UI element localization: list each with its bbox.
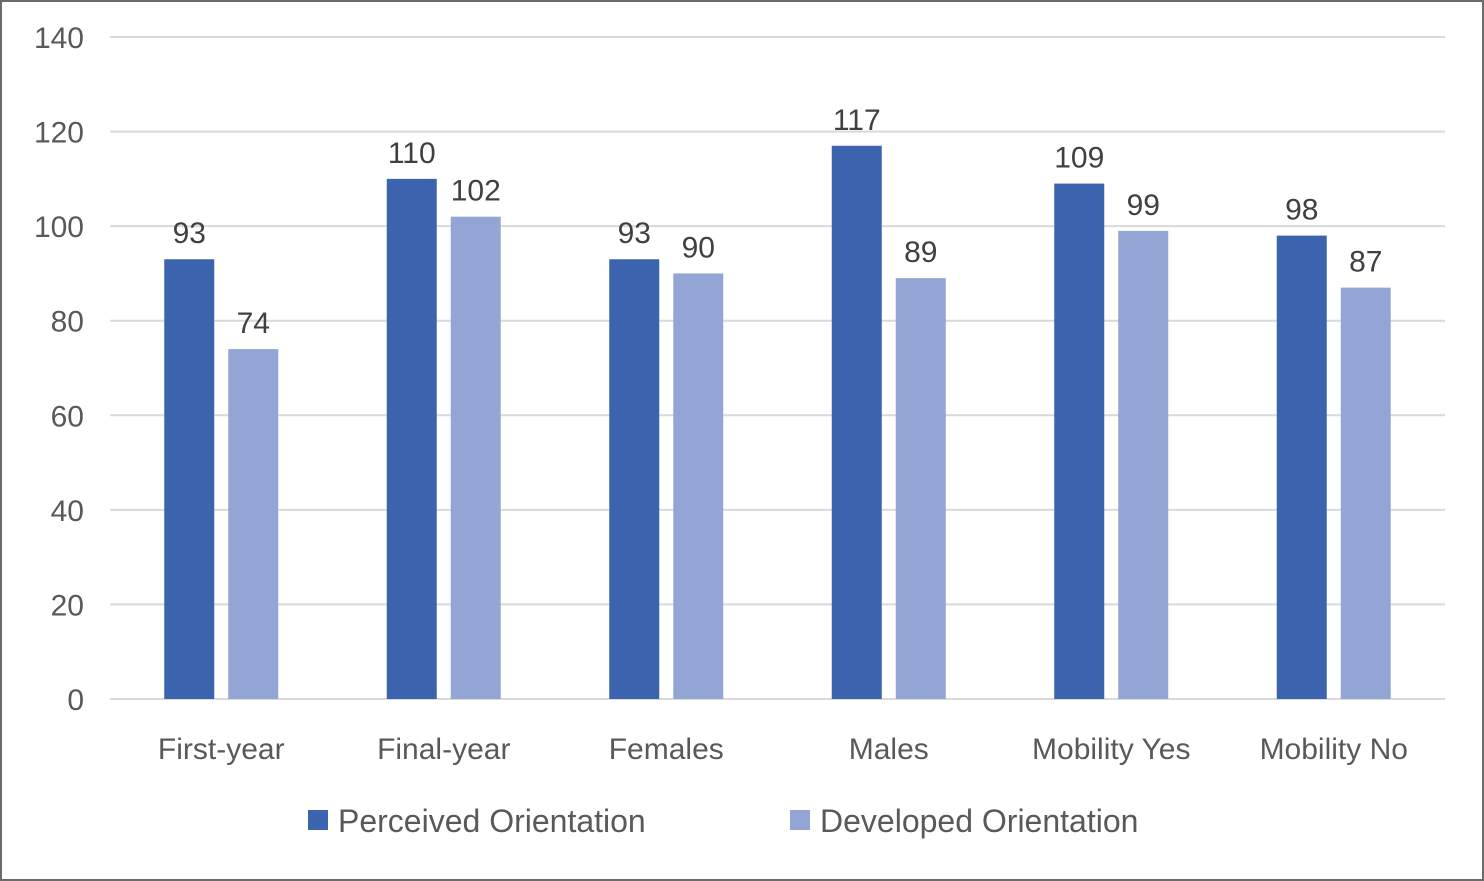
bar-1-4	[831, 145, 882, 699]
legend-label-2: Developed Orientation	[820, 803, 1138, 839]
x-tick-label-4: Males	[849, 733, 929, 766]
y-tick-label-140: 140	[34, 22, 84, 55]
x-tick-label-5: Mobility Yes	[1032, 733, 1190, 766]
data-label-2-6: 87	[1349, 246, 1382, 279]
x-axis-tick-labels: First-year Final-year Females Males Mobility…	[158, 733, 1408, 766]
y-tick-label-40: 40	[51, 495, 84, 528]
data-label-2-4: 89	[904, 236, 937, 269]
y-tick-label-60: 60	[51, 400, 84, 433]
legend: Perceived Orientation Developed Orientati…	[308, 803, 1138, 839]
bar-1-3	[609, 259, 660, 699]
bar-2-2	[450, 216, 501, 699]
bar-1-6	[1276, 235, 1327, 699]
y-tick-label-80: 80	[51, 306, 84, 339]
y-tick-label-100: 100	[34, 211, 84, 244]
data-label-1-4: 117	[833, 104, 881, 137]
x-tick-label-3: Females	[609, 733, 724, 766]
bar-2-6	[1340, 287, 1391, 699]
data-label-1-5: 109	[1054, 142, 1104, 175]
x-tick-label-2: Final-year	[377, 733, 510, 766]
data-label-1-2: 110	[388, 137, 436, 170]
y-tick-label-0: 0	[67, 684, 84, 717]
bar-1-5	[1054, 183, 1105, 700]
data-label-2-5: 99	[1127, 189, 1160, 222]
x-tick-label-1: First-year	[158, 733, 285, 766]
data-label-2-3: 90	[682, 231, 715, 264]
y-tick-label-120: 120	[34, 117, 84, 150]
legend-swatch-2	[790, 810, 810, 830]
data-label-2-1: 74	[237, 307, 270, 340]
y-tick-label-20: 20	[51, 589, 84, 622]
gridlines	[110, 36, 1445, 700]
legend-label-1: Perceived Orientation	[338, 803, 646, 839]
legend-swatch-1	[308, 810, 328, 830]
y-axis-tick-labels: 0 20 40 60 80 100 120 140	[34, 22, 84, 717]
x-tick-label-6: Mobility No	[1260, 733, 1408, 766]
bar-1-2	[386, 178, 437, 699]
bars	[164, 145, 1391, 700]
data-label-1-6: 98	[1285, 194, 1318, 227]
data-label-2-2: 102	[451, 175, 501, 208]
data-labels: 93 74 110 102 93 90 117 89 109 99 98 87	[173, 104, 1383, 340]
bar-2-5	[1118, 230, 1169, 699]
bar-1-1	[164, 259, 215, 699]
data-label-1-3: 93	[618, 217, 651, 250]
bar-2-4	[895, 278, 946, 699]
data-label-1-1: 93	[173, 217, 206, 250]
bar-2-3	[673, 273, 724, 699]
bar-2-1	[228, 349, 279, 699]
